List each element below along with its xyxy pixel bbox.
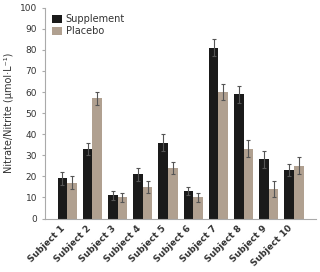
Bar [143, 187, 152, 218]
Bar [284, 170, 294, 218]
Legend: Supplement, Placebo: Supplement, Placebo [50, 13, 127, 38]
Bar [234, 94, 244, 218]
Bar [259, 159, 269, 218]
Bar [193, 197, 203, 218]
Bar [83, 149, 92, 218]
Bar [294, 166, 304, 218]
Bar [218, 92, 228, 218]
Bar [92, 98, 102, 218]
Bar [58, 178, 67, 218]
Bar [133, 174, 143, 218]
Bar [108, 195, 117, 218]
Bar [269, 189, 278, 218]
Bar [244, 149, 253, 218]
Bar [209, 48, 218, 218]
Bar [117, 197, 127, 218]
Y-axis label: Nitrate/Nitrite (μmol·L⁻¹): Nitrate/Nitrite (μmol·L⁻¹) [4, 53, 14, 173]
Bar [158, 143, 168, 218]
Bar [184, 191, 193, 218]
Bar [168, 168, 178, 218]
Bar [67, 183, 77, 218]
